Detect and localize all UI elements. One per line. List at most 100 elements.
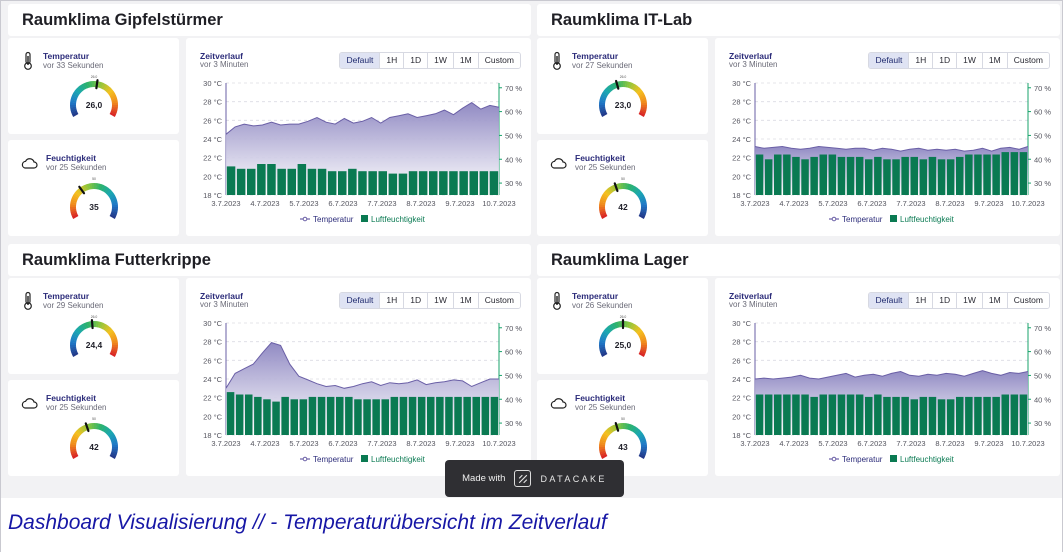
humidity-bar[interactable] [956,396,964,435]
humidity-bar[interactable] [974,396,982,435]
humidity-bar[interactable] [338,171,347,195]
humidity-bar[interactable] [390,396,399,435]
humidity-bar[interactable] [463,396,471,435]
humidity-bar[interactable] [846,156,855,195]
humidity-bar[interactable] [974,154,982,196]
humidity-bar[interactable] [764,159,773,195]
humidity-bar[interactable] [837,394,846,436]
humidity-bar[interactable] [449,171,458,195]
range-button-1h[interactable]: 1H [380,293,405,308]
humidity-bar[interactable] [928,156,937,195]
humidity-bar[interactable] [1001,152,1010,195]
humidity-bar[interactable] [317,168,327,195]
humidity-bar[interactable] [388,173,398,195]
range-button-1d[interactable]: 1D [933,53,958,68]
humidity-bar[interactable] [445,396,453,435]
humidity-bar[interactable] [336,396,344,435]
humidity-bar[interactable] [327,171,337,195]
humidity-bar[interactable] [481,396,490,435]
humidity-bar[interactable] [901,156,909,195]
humidity-bar[interactable] [919,396,928,435]
range-button-1d[interactable]: 1D [404,53,429,68]
humidity-bar[interactable] [418,171,428,195]
humidity-bar[interactable] [1010,394,1019,436]
humidity-bar[interactable] [755,394,764,436]
humidity-bar[interactable] [801,159,809,195]
humidity-bar[interactable] [910,399,919,435]
humidity-bar[interactable] [348,168,357,195]
humidity-bar[interactable] [427,396,435,435]
humidity-bar[interactable] [792,394,800,436]
humidity-bar[interactable] [417,396,426,435]
range-button-custom[interactable]: Custom [478,293,520,308]
humidity-bar[interactable] [398,173,408,195]
humidity-bar[interactable] [810,396,818,435]
range-button-default[interactable]: Default [869,293,910,308]
range-button-default[interactable]: Default [869,53,910,68]
humidity-bar[interactable] [378,171,388,195]
humidity-bar[interactable] [1019,394,1028,436]
humidity-bar[interactable] [883,159,891,195]
humidity-bar[interactable] [1010,152,1019,195]
humidity-bar[interactable] [247,168,256,195]
legend-humidity[interactable]: Luftfeuchtigkeit [361,215,426,224]
legend-temperature[interactable]: Temperatur [300,215,354,224]
humidity-bar[interactable] [290,399,299,435]
humidity-bar[interactable] [489,171,499,195]
legend-temperature[interactable]: Temperatur [829,455,883,464]
humidity-bar[interactable] [865,396,873,435]
humidity-bar[interactable] [901,396,909,435]
range-button-1w[interactable]: 1W [428,53,454,68]
humidity-bar[interactable] [277,168,286,195]
humidity-bar[interactable] [892,396,900,435]
humidity-bar[interactable] [892,159,900,195]
humidity-bar[interactable] [399,396,408,435]
humidity-bar[interactable] [764,394,773,436]
legend-temperature[interactable]: Temperatur [300,455,354,464]
humidity-bar[interactable] [783,154,791,196]
humidity-bar[interactable] [408,396,417,435]
humidity-bar[interactable] [946,159,955,195]
range-button-1m[interactable]: 1M [982,53,1008,68]
humidity-bar[interactable] [855,394,864,436]
humidity-bar[interactable] [479,171,489,195]
range-button-1d[interactable]: 1D [933,293,958,308]
humidity-bar[interactable] [439,171,448,195]
range-button-1h[interactable]: 1H [909,53,934,68]
humidity-bar[interactable] [965,396,973,435]
humidity-bar[interactable] [469,171,479,195]
humidity-bar[interactable] [837,156,846,195]
humidity-bar[interactable] [254,396,262,435]
humidity-bar[interactable] [937,399,946,435]
humidity-bar[interactable] [429,171,438,195]
humidity-bar[interactable] [308,396,317,435]
humidity-bar[interactable] [436,396,444,435]
humidity-bar[interactable] [368,171,377,195]
humidity-bar[interactable] [956,156,964,195]
humidity-bar[interactable] [783,394,791,436]
humidity-bar[interactable] [236,168,246,195]
humidity-bar[interactable] [965,154,973,196]
humidity-bar[interactable] [937,159,946,195]
range-button-1w[interactable]: 1W [957,53,983,68]
range-button-custom[interactable]: Custom [1007,293,1049,308]
humidity-bar[interactable] [226,166,236,195]
humidity-bar[interactable] [235,394,244,436]
humidity-bar[interactable] [992,154,1000,196]
range-button-1w[interactable]: 1W [428,293,454,308]
humidity-bar[interactable] [307,168,317,195]
humidity-bar[interactable] [257,164,266,195]
humidity-bar[interactable] [801,394,809,436]
humidity-bar[interactable] [299,399,308,435]
humidity-bar[interactable] [755,154,764,196]
humidity-bar[interactable] [946,399,955,435]
humidity-bar[interactable] [983,154,991,196]
humidity-bar[interactable] [792,156,800,195]
range-button-1h[interactable]: 1H [380,53,405,68]
humidity-bar[interactable] [317,396,326,435]
humidity-bar[interactable] [272,401,280,435]
humidity-bar[interactable] [819,154,828,196]
humidity-bar[interactable] [372,399,380,435]
